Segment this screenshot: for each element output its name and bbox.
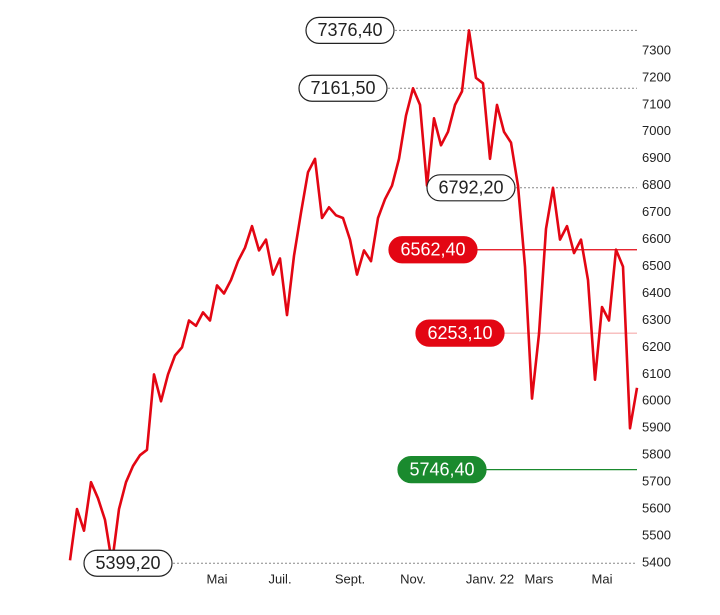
y-tick-label: 5700 — [642, 474, 671, 489]
y-tick-label: 5400 — [642, 554, 671, 569]
y-tick-label: 7300 — [642, 42, 671, 57]
value-pill — [298, 74, 388, 102]
y-tick-label: 6300 — [642, 312, 671, 327]
value-pill — [426, 174, 516, 202]
y-tick-label: 6900 — [642, 150, 671, 165]
y-tick-label: 6800 — [642, 177, 671, 192]
y-tick-label: 6400 — [642, 285, 671, 300]
value-pill-label: 7161,50 — [310, 78, 375, 98]
value-pill-label: 6562,40 — [400, 239, 465, 259]
y-tick-label: 6100 — [642, 366, 671, 381]
price-line — [68, 29, 639, 565]
y-tick-label: 6600 — [642, 231, 671, 246]
value-pill-label: 7376,40 — [317, 20, 382, 40]
y-tick-label: 6700 — [642, 204, 671, 219]
value-pill — [305, 16, 395, 44]
x-tick-label: Nov. — [400, 571, 426, 586]
x-tick-label: Mars — [525, 571, 554, 586]
y-tick-label: 6000 — [642, 393, 671, 408]
value-pill — [397, 456, 487, 484]
value-pill — [83, 549, 173, 577]
y-tick-label: 5600 — [642, 501, 671, 516]
y-tick-label: 6500 — [642, 258, 671, 273]
y-tick-label: 5900 — [642, 420, 671, 435]
y-tick-label: 7200 — [642, 69, 671, 84]
value-pill-label: 6253,10 — [427, 323, 492, 343]
x-tick-label: Sept. — [335, 571, 365, 586]
x-tick-label: Mai — [207, 571, 228, 586]
value-pill — [415, 319, 505, 347]
value-pill — [388, 236, 478, 264]
y-tick-label: 5800 — [642, 447, 671, 462]
y-tick-label: 6200 — [642, 339, 671, 354]
x-tick-label: Juil. — [268, 571, 291, 586]
value-pill-label: 5399,20 — [95, 553, 160, 573]
y-tick-label: 7000 — [642, 123, 671, 138]
y-tick-label: 5500 — [642, 527, 671, 542]
y-tick-label: 7100 — [642, 96, 671, 111]
value-pill-label: 6792,20 — [438, 178, 503, 198]
x-tick-label: Janv. 22 — [466, 571, 514, 586]
x-tick-label: Mai — [592, 571, 613, 586]
value-pill-label: 5746,40 — [409, 459, 474, 479]
